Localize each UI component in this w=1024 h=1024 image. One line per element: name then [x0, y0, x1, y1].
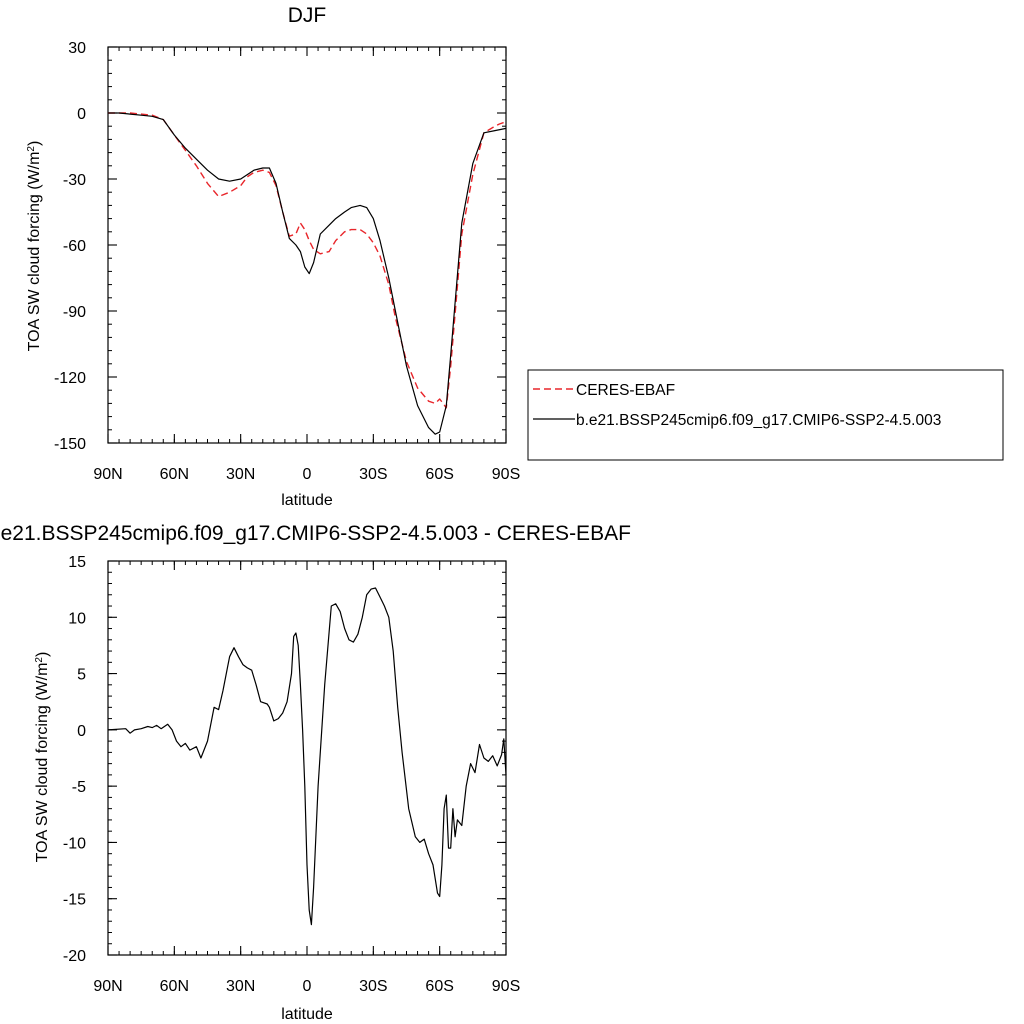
bottom-x-tick-label: 30S [359, 978, 387, 995]
top-y-tick-label: 0 [77, 106, 86, 123]
bottom-y-tick-label: -15 [63, 892, 86, 909]
legend-label-model: b.e21.BSSP245cmip6.f09_g17.CMIP6-SSP2-4.… [576, 412, 941, 429]
top-chart-title: DJF [288, 4, 327, 27]
top-y-tick-label: -90 [63, 304, 86, 321]
bottom-plot-frame [107, 560, 507, 956]
top-y-tick-label: -120 [54, 370, 86, 387]
bottom-x-tick-label: 90S [492, 978, 520, 995]
bottom-chart-xlabel: latitude [281, 1006, 333, 1023]
top-x-tick-label: 90N [93, 466, 122, 483]
bottom-y-tick-label: 15 [68, 554, 86, 571]
top-x-tick-label: 60N [160, 466, 189, 483]
top-chart: DJF 90N 60N 30N 0 30S 60S 90S 30 0 -30 -60 -90 -120 -… [26, 4, 1004, 509]
top-plot-frame [107, 46, 507, 444]
bottom-y-tick-label: 5 [77, 667, 86, 684]
top-x-tick-label: 60S [425, 466, 453, 483]
bottom-y-tick-label: 10 [68, 610, 86, 627]
bottom-y-tick-label: -5 [72, 779, 86, 796]
top-series-line-0 [108, 112, 507, 409]
top-chart-ylabel: TOA SW cloud forcing (W/m2) [26, 141, 44, 352]
top-y-tick-label: -150 [54, 436, 86, 453]
top-x-tick-label: 0 [303, 466, 312, 483]
top-x-tick-label: 30N [226, 466, 255, 483]
bottom-x-tick-label: 30N [226, 978, 255, 995]
top-chart-legend: CERES-EBAF b.e21.BSSP245cmip6.f09_g17.CM… [527, 369, 1004, 461]
top-x-tick-label: 90S [492, 466, 520, 483]
bottom-chart: b.e21.BSSP245cmip6.f09_g17.CMIP6-SSP2-4.… [0, 522, 631, 1023]
top-series-line-1 [108, 112, 507, 435]
bottom-chart-ylabel: TOA SW cloud forcing (W/m2) [34, 652, 52, 863]
bottom-series-line-0 [107, 587, 507, 926]
top-x-tick-label: 30S [359, 466, 387, 483]
top-chart-xlabel: latitude [281, 492, 333, 509]
bottom-chart-title: b.e21.BSSP245cmip6.f09_g17.CMIP6-SSP2-4.… [0, 522, 631, 545]
top-y-tick-label: -60 [63, 238, 86, 255]
legend-box [527, 369, 1004, 461]
bottom-y-tick-label: -20 [63, 948, 86, 965]
bottom-x-tick-label: 60N [160, 978, 189, 995]
top-y-tick-label: 30 [68, 40, 86, 57]
bottom-x-tick-label: 90N [93, 978, 122, 995]
bottom-x-tick-label: 60S [425, 978, 453, 995]
bottom-x-tick-label: 0 [303, 978, 312, 995]
bottom-y-tick-label: 0 [77, 723, 86, 740]
bottom-y-tick-label: -10 [63, 835, 86, 852]
top-y-tick-label: -30 [63, 172, 86, 189]
legend-label-ceres: CERES-EBAF [576, 382, 675, 399]
